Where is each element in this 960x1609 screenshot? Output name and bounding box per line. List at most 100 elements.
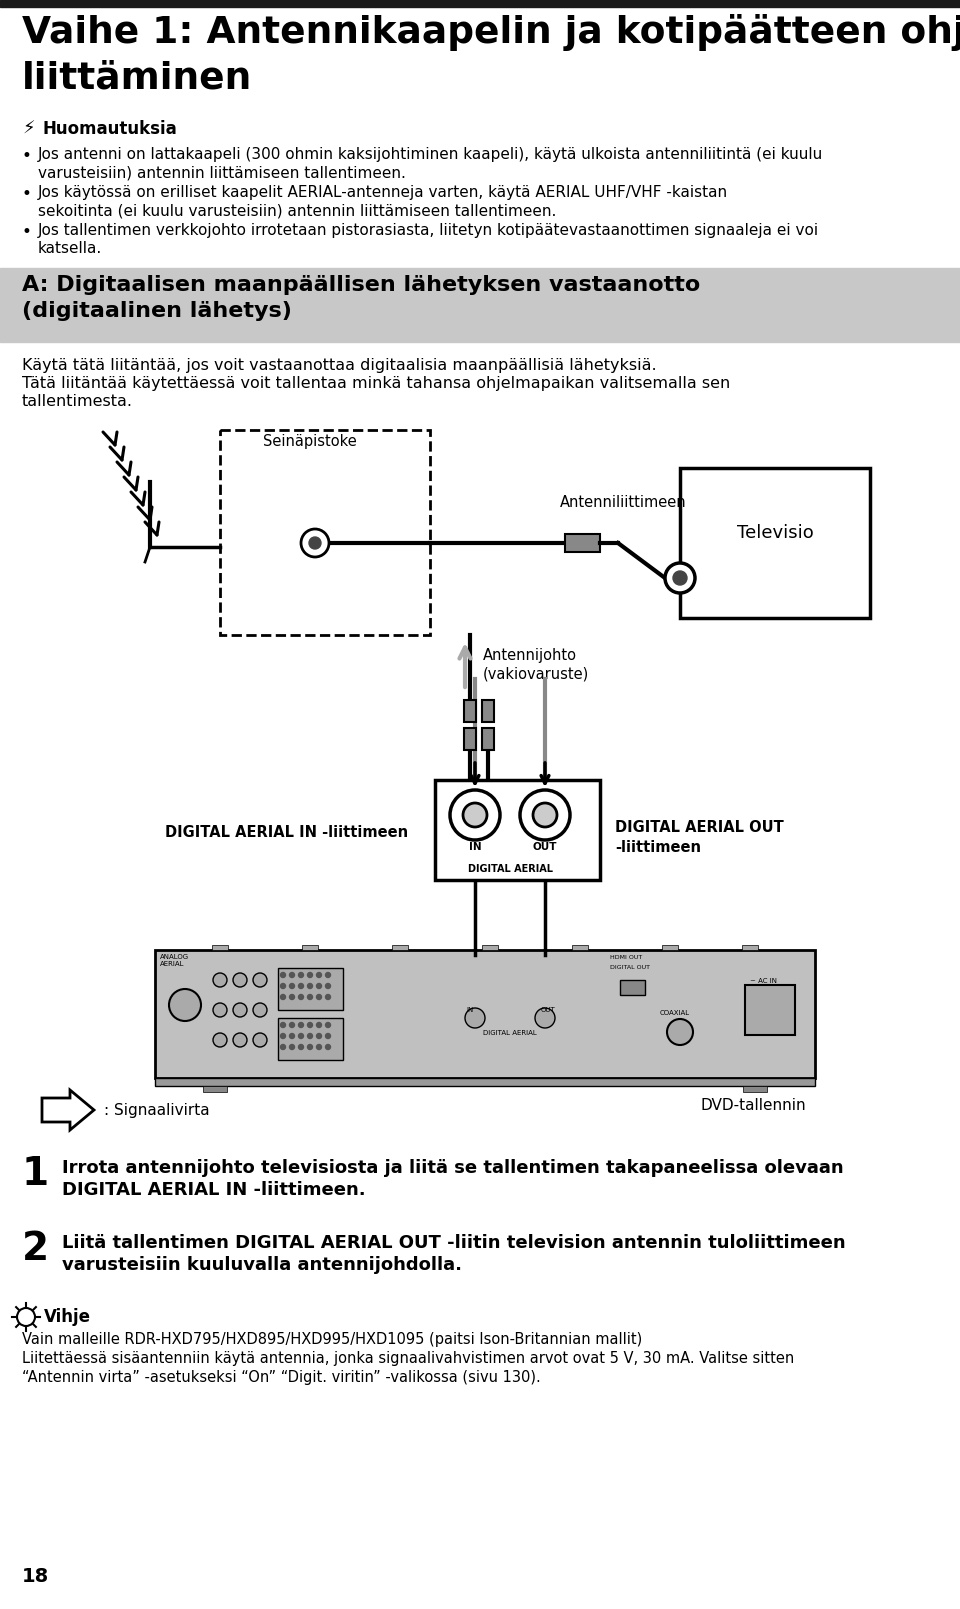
Bar xyxy=(278,1018,343,1060)
Circle shape xyxy=(290,983,295,988)
Circle shape xyxy=(280,1033,285,1038)
Text: Irrota antennijohto televisiosta ja liitä se tallentimen takapaneelissa olevaan: Irrota antennijohto televisiosta ja liit… xyxy=(62,1158,844,1178)
Circle shape xyxy=(213,973,227,986)
Text: DVD-tallennin: DVD-tallennin xyxy=(700,1097,805,1113)
Text: ⚡: ⚡ xyxy=(22,121,35,138)
Circle shape xyxy=(280,994,285,999)
Circle shape xyxy=(17,1308,35,1326)
Circle shape xyxy=(317,983,322,988)
Circle shape xyxy=(233,1002,247,1017)
Circle shape xyxy=(317,994,322,999)
Text: OUT: OUT xyxy=(533,842,557,853)
Circle shape xyxy=(307,1044,313,1049)
Bar xyxy=(662,944,678,949)
Text: -liittimeen: -liittimeen xyxy=(615,840,701,854)
Circle shape xyxy=(290,1044,295,1049)
Text: IN: IN xyxy=(467,1007,473,1014)
Bar xyxy=(220,430,430,636)
Text: DIGITAL OUT: DIGITAL OUT xyxy=(610,965,650,970)
Circle shape xyxy=(307,994,313,999)
Bar xyxy=(464,700,476,722)
Text: 18: 18 xyxy=(22,1567,49,1586)
Text: Vihje: Vihje xyxy=(44,1308,91,1326)
Circle shape xyxy=(299,983,303,988)
Circle shape xyxy=(667,1018,693,1044)
Circle shape xyxy=(325,1033,330,1038)
Text: •: • xyxy=(22,146,32,166)
Circle shape xyxy=(280,1022,285,1028)
Circle shape xyxy=(280,1044,285,1049)
Bar xyxy=(482,700,494,722)
Text: Vaihe 1: Antennikaapelin ja kotipäätteen ohjaimen: Vaihe 1: Antennikaapelin ja kotipäätteen… xyxy=(22,14,960,51)
Circle shape xyxy=(233,973,247,986)
Circle shape xyxy=(280,983,285,988)
Circle shape xyxy=(213,1002,227,1017)
Circle shape xyxy=(520,790,570,840)
Circle shape xyxy=(317,1022,322,1028)
Polygon shape xyxy=(42,1089,94,1130)
Bar xyxy=(742,944,758,949)
Circle shape xyxy=(325,1022,330,1028)
Bar xyxy=(745,985,795,1035)
Circle shape xyxy=(253,1033,267,1047)
Text: varusteisiin) antennin liittämiseen tallentimeen.: varusteisiin) antennin liittämiseen tall… xyxy=(38,166,406,180)
Text: DIGITAL AERIAL: DIGITAL AERIAL xyxy=(483,1030,537,1036)
Circle shape xyxy=(299,1044,303,1049)
Circle shape xyxy=(533,803,557,827)
Circle shape xyxy=(299,972,303,978)
Text: DIGITAL AERIAL IN -liittimeen: DIGITAL AERIAL IN -liittimeen xyxy=(165,824,408,840)
Text: Käytä tätä liitäntää, jos voit vastaanottaa digitaalisia maanpäällisiä lähetyksi: Käytä tätä liitäntää, jos voit vastaanot… xyxy=(22,357,657,373)
Circle shape xyxy=(325,972,330,978)
Text: katsella.: katsella. xyxy=(38,241,103,256)
Circle shape xyxy=(307,1033,313,1038)
Circle shape xyxy=(299,994,303,999)
Circle shape xyxy=(299,1022,303,1028)
Circle shape xyxy=(233,1033,247,1047)
Text: Seinäpistoke: Seinäpistoke xyxy=(263,434,357,449)
Circle shape xyxy=(253,1002,267,1017)
Circle shape xyxy=(673,571,687,586)
Circle shape xyxy=(325,1044,330,1049)
Circle shape xyxy=(290,1022,295,1028)
Circle shape xyxy=(299,1033,303,1038)
Text: varusteisiin kuuluvalla antennijohdolla.: varusteisiin kuuluvalla antennijohdolla. xyxy=(62,1257,462,1274)
Text: (vakiovaruste): (vakiovaruste) xyxy=(483,666,589,681)
Circle shape xyxy=(317,1044,322,1049)
Text: Tätä liitäntää käytettäessä voit tallentaa minkä tahansa ohjelmapaikan valitsema: Tätä liitäntää käytettäessä voit tallent… xyxy=(22,377,731,391)
Text: DIGITAL AERIAL OUT: DIGITAL AERIAL OUT xyxy=(615,821,783,835)
Bar xyxy=(464,727,476,750)
Text: ANALOG
AERIAL: ANALOG AERIAL xyxy=(160,954,189,967)
Text: DIGITAL AERIAL: DIGITAL AERIAL xyxy=(468,864,553,874)
Text: Liitettäessä sisäantenniin käytä antennia, jonka signaalivahvistimen arvot ovat : Liitettäessä sisäantenniin käytä antenni… xyxy=(22,1352,794,1366)
Circle shape xyxy=(665,563,695,594)
Circle shape xyxy=(169,990,201,1022)
Bar xyxy=(155,1078,815,1086)
Bar xyxy=(212,944,228,949)
Circle shape xyxy=(290,972,295,978)
Circle shape xyxy=(309,537,321,549)
Circle shape xyxy=(290,1033,295,1038)
Bar xyxy=(435,780,600,880)
Text: 2: 2 xyxy=(22,1229,49,1268)
Circle shape xyxy=(307,983,313,988)
Circle shape xyxy=(301,529,329,557)
Circle shape xyxy=(317,1033,322,1038)
Text: HDMI OUT: HDMI OUT xyxy=(610,956,642,961)
Text: OUT: OUT xyxy=(540,1007,556,1014)
Circle shape xyxy=(325,983,330,988)
Text: IN: IN xyxy=(468,842,481,853)
Text: Jos antenni on lattakaapeli (300 ohmin kaksijohtiminen kaapeli), käytä ulkoista : Jos antenni on lattakaapeli (300 ohmin k… xyxy=(38,146,824,163)
Circle shape xyxy=(463,803,487,827)
Text: (digitaalinen lähetys): (digitaalinen lähetys) xyxy=(22,301,292,322)
Circle shape xyxy=(325,994,330,999)
Bar xyxy=(620,980,645,994)
Bar xyxy=(0,269,960,343)
Text: DIGITAL AERIAL IN -liittimeen.: DIGITAL AERIAL IN -liittimeen. xyxy=(62,1181,366,1199)
Text: Huomautuksia: Huomautuksia xyxy=(42,121,177,138)
Bar xyxy=(482,727,494,750)
Text: sekoitinta (ei kuulu varusteisiin) antennin liittämiseen tallentimeen.: sekoitinta (ei kuulu varusteisiin) anten… xyxy=(38,203,557,217)
Text: Liitä tallentimen DIGITAL AERIAL OUT -liitin television antennin tuloliittimeen: Liitä tallentimen DIGITAL AERIAL OUT -li… xyxy=(62,1234,846,1252)
Text: ~ AC IN: ~ AC IN xyxy=(750,978,777,985)
Circle shape xyxy=(465,1007,485,1028)
Bar xyxy=(565,534,600,552)
